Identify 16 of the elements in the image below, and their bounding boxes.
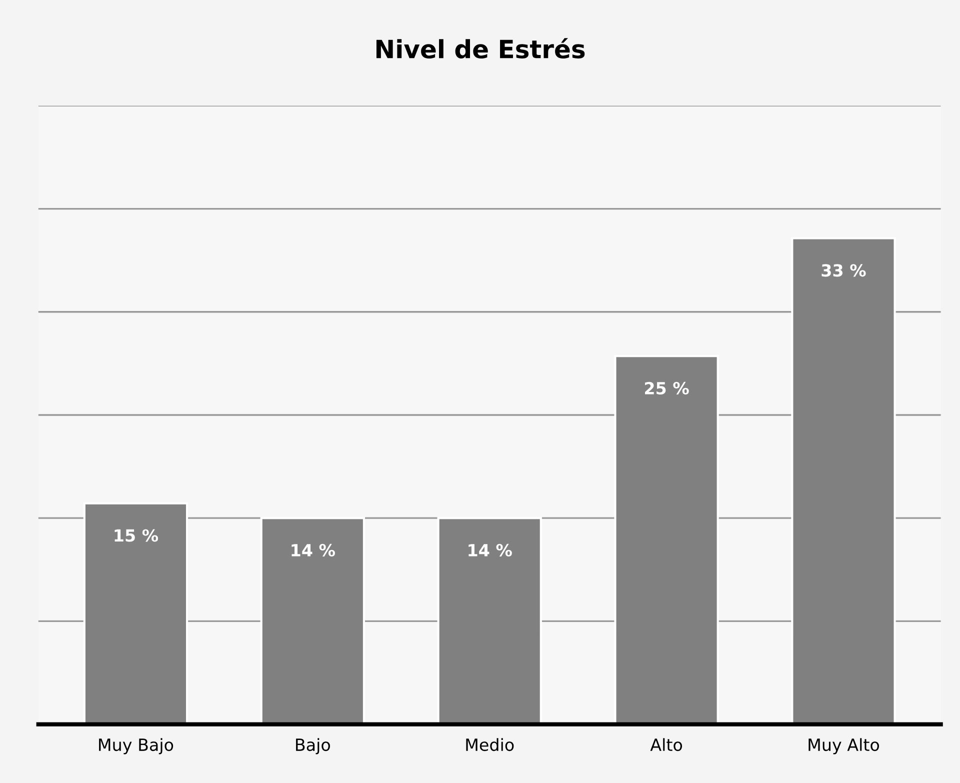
bar (260, 517, 366, 724)
data-label: 33 % (822, 264, 866, 277)
x-tick-label: Medio (466, 738, 514, 752)
chart-title: Nivel de Estrés (376, 38, 585, 58)
data-label: 25 % (645, 382, 689, 395)
bar (437, 517, 542, 724)
x-tick-label: Muy Bajo (99, 738, 174, 754)
data-label: 14 % (292, 544, 335, 557)
bar (614, 355, 719, 724)
bar (83, 502, 188, 724)
data-label: 15 % (114, 529, 158, 542)
data-label: 14 % (468, 544, 512, 557)
x-tick-label: Alto (650, 738, 682, 752)
x-tick-label: Bajo (296, 738, 330, 754)
bar (791, 237, 896, 724)
x-tick-label: Muy Alto (808, 738, 880, 754)
